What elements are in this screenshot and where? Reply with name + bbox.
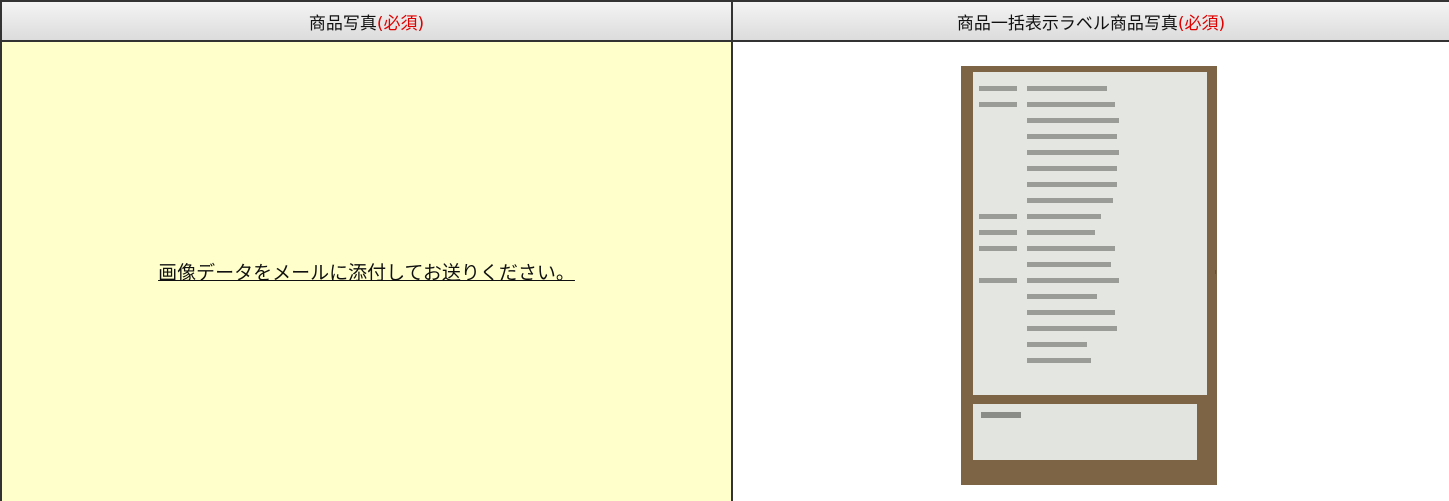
speck [1215, 270, 1216, 274]
email-link[interactable]: 画像データをメールに添付してお送りください。 [158, 262, 575, 284]
instruction-cell: 画像データをメールに添付してお送りください。 [0, 40, 733, 501]
body-row: 画像データをメールに添付してお送りください。 [0, 40, 1449, 501]
image-cell [731, 40, 1449, 501]
header-label: 商品一括表示ラベル商品写真 [956, 13, 1178, 34]
required-mark: (必須) [376, 13, 425, 34]
header-row: 商品写真(必須) 商品一括表示ラベル商品写真(必須) [0, 0, 1449, 42]
header-cell: 商品写真(必須) [0, 0, 733, 42]
label-photo [961, 66, 1217, 485]
required-mark: (必須) [1177, 13, 1226, 34]
blurred-text [981, 412, 1021, 418]
header-label: 商品写真 [308, 13, 377, 34]
blurred-text [979, 86, 1119, 363]
header-cell: 商品一括表示ラベル商品写真(必須) [731, 0, 1449, 42]
